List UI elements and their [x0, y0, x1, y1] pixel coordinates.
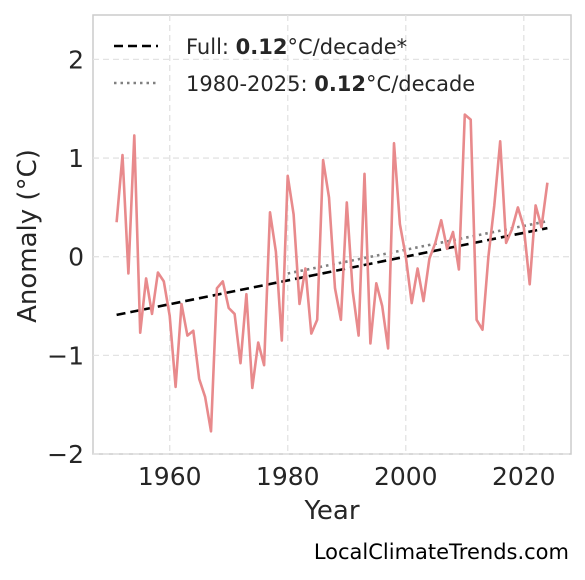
- y-tick-label: −1: [47, 341, 84, 370]
- x-axis-label: Year: [303, 496, 359, 526]
- series-lines: [115, 113, 549, 433]
- legend-full-value: 0.12: [236, 35, 288, 59]
- trend-line-1980: [287, 219, 548, 275]
- tick-labels: 1960 1980 2000 2020 2 1 0 −1 −2: [47, 45, 555, 491]
- x-tick-label: 2000: [374, 462, 438, 491]
- legend-label-full: Full: 0.12°C/decade*: [186, 35, 407, 59]
- legend-1980-prefix: 1980-2025:: [186, 72, 314, 96]
- legend-full-suffix: °C/decade*: [288, 35, 408, 59]
- y-axis-label: Anomaly (°C): [13, 149, 43, 323]
- legend-1980-suffix: °C/decade: [366, 72, 475, 96]
- legend: Full: 0.12°C/decade* 1980-2025: 0.12°C/d…: [114, 35, 475, 96]
- x-tick-label: 1980: [256, 462, 320, 491]
- y-tick-label: −2: [47, 440, 84, 469]
- x-tick-label: 2020: [492, 462, 556, 491]
- legend-label-1980: 1980-2025: 0.12°C/decade: [186, 72, 475, 96]
- y-tick-label: 2: [68, 45, 84, 74]
- y-tick-label: 0: [68, 243, 84, 272]
- legend-1980-value: 0.12: [314, 72, 366, 96]
- anomaly-series-line: [115, 113, 549, 433]
- grid: [93, 15, 571, 455]
- site-credit: LocalClimateTrends.com: [313, 540, 569, 564]
- y-tick-label: 1: [68, 144, 84, 173]
- x-tick-label: 1960: [138, 462, 202, 491]
- legend-full-prefix: Full:: [186, 35, 236, 59]
